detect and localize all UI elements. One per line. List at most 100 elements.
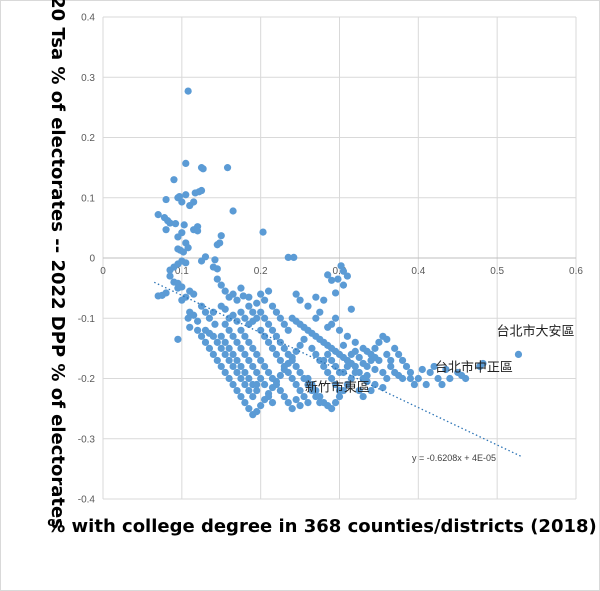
data-point [296,368,304,377]
data-point [245,338,253,346]
data-point [249,362,257,371]
data-point [221,287,229,295]
data-point [284,326,292,334]
data-point [308,344,316,352]
data-point [241,380,249,389]
data-point [233,368,241,377]
data-point [237,284,245,292]
data-point [276,314,284,322]
data-point [355,386,363,395]
x-tick-label: 0 [100,266,106,277]
data-point [257,374,265,383]
data-point [245,386,253,395]
data-point [211,320,219,328]
data-point [406,368,415,377]
data-point [422,380,430,389]
data-point [245,374,253,383]
annotation-label: 新竹市東區 [305,380,370,396]
data-point [383,374,391,383]
y-tick-label: 0.4 [81,13,95,24]
data-point [174,335,182,343]
data-point [261,332,269,340]
data-point [371,365,379,374]
data-points [154,87,523,419]
x-axis-label: % with college degree in 368 counties/di… [47,516,597,537]
data-point [199,165,207,173]
data-point [284,350,292,358]
data-point [162,195,170,204]
data-point [312,392,320,401]
data-point [328,374,336,383]
data-point [221,350,229,358]
data-point [280,344,288,352]
data-point [261,380,269,389]
data-point [209,308,217,316]
data-point [312,293,320,301]
data-point [154,292,162,300]
data-point [178,296,186,304]
x-tick-label: 0.6 [569,266,583,277]
data-point [257,326,265,334]
data-point [237,344,245,352]
data-point [418,365,426,374]
data-point [290,253,298,261]
data-point [257,402,265,410]
data-point [221,305,229,313]
data-point [186,323,194,331]
data-point [197,302,206,310]
data-point [197,186,206,195]
data-point [343,380,351,389]
data-point [213,275,221,283]
data-point [253,368,261,377]
data-point [201,338,210,346]
data-point [253,299,261,307]
y-tick-label: 0 [89,254,95,265]
data-point [253,386,261,395]
annotation-label: 台北市中正區 [435,359,513,375]
data-point [257,290,265,298]
data-point [259,228,267,236]
data-point [324,350,332,358]
data-point [387,356,395,365]
data-point [253,350,261,358]
data-point [264,287,273,295]
data-point [241,332,249,340]
data-point [264,320,273,328]
data-point [375,338,383,346]
data-point [245,405,253,413]
data-point [154,211,162,219]
x-tick-label: 0.2 [254,266,268,277]
data-point [280,320,288,328]
data-point [316,308,324,316]
data-point [237,374,245,383]
data-point [379,383,387,392]
data-point [296,341,304,349]
y-tick-label: -0.3 [78,434,96,445]
data-point [239,292,247,300]
data-point [391,344,399,352]
data-point [174,284,182,292]
data-point [335,326,344,334]
data-point [331,380,340,389]
data-point [241,399,249,407]
data-point [272,308,281,316]
data-point [347,305,355,313]
data-point [264,368,273,377]
data-point [331,399,340,407]
data-point [245,293,253,301]
data-point [241,368,249,377]
data-point [363,371,371,380]
annotation-label: 台北市大安區 [496,323,574,339]
data-point [351,347,359,355]
data-point [296,402,304,410]
data-point [241,350,249,358]
data-point [179,248,188,256]
data-point [225,344,233,352]
y-tick-label: -0.1 [78,314,96,325]
y-tick-labels: 0.4 0.3 0.2 0.1 0 -0.1 -0.2 -0.3 -0.4 [78,13,96,506]
data-point [241,314,249,322]
data-point [280,392,288,401]
data-point [211,256,219,264]
data-point [194,317,202,325]
